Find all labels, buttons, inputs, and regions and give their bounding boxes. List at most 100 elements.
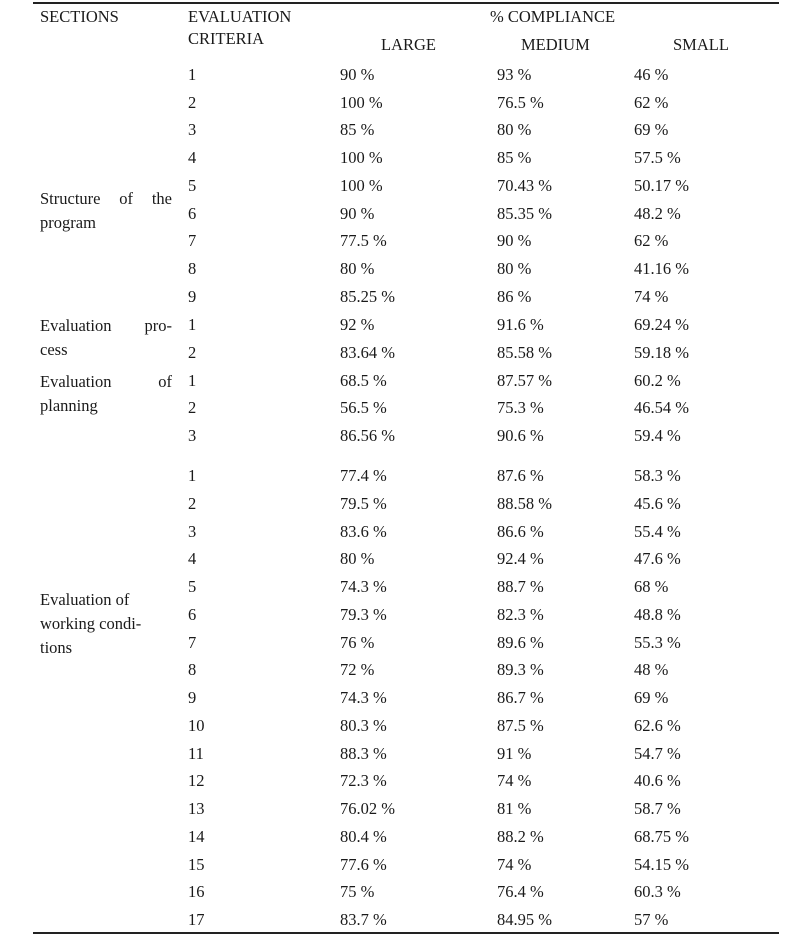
- table-row: 4 80 % 92.4 % 47.6 %: [0, 548, 811, 572]
- large-cell: 72 %: [340, 660, 375, 680]
- table-row: 7 77.5 % 90 % 62 %: [0, 230, 811, 254]
- medium-cell: 91.6 %: [497, 315, 544, 334]
- table-row: 5 74.3 % 88.7 % 68 %: [0, 576, 811, 600]
- bottom-rule: [33, 932, 779, 934]
- small-cell: 69.24 %: [634, 315, 689, 334]
- criteria-cell: 13: [188, 799, 205, 818]
- criteria-cell: 15: [188, 854, 205, 874]
- small-cell: 59.4 %: [634, 426, 681, 445]
- table-row: 3 85 % 80 % 69 %: [0, 119, 811, 143]
- medium-cell: 84.95 %: [497, 910, 552, 929]
- medium-cell: 87.57 %: [497, 371, 552, 390]
- medium-cell: 70.43 %: [497, 175, 552, 195]
- criteria-cell: 5: [188, 175, 197, 195]
- small-cell: 74 %: [634, 286, 669, 306]
- medium-cell: 90.6 %: [497, 426, 544, 445]
- table-row: 14 80.4 % 88.2 % 68.75 %: [0, 826, 811, 850]
- criteria-cell: 6: [188, 203, 197, 223]
- medium-cell: 80 %: [497, 258, 532, 278]
- section-label-line: Structure of the: [40, 189, 172, 208]
- medium-cell: 85.58 %: [497, 343, 552, 362]
- criteria-cell: 2: [188, 493, 197, 513]
- small-cell: 62 %: [634, 231, 669, 251]
- large-cell: 74.3 %: [340, 688, 387, 707]
- table-row: 3 86.56 % 90.6 % 59.4 %: [0, 425, 811, 449]
- table-row: 6 90 % 85.35 % 48.2 %: [0, 203, 811, 227]
- header-criteria-line2: CRITERIA: [188, 29, 265, 48]
- large-cell: 79.3 %: [340, 604, 387, 624]
- small-cell: 62.6 %: [634, 715, 681, 735]
- large-cell: 92 %: [340, 315, 375, 334]
- criteria-cell: 12: [188, 771, 205, 791]
- table-row: 1 77.4 % 87.6 % 58.3 %: [0, 465, 811, 489]
- large-cell: 88.3 %: [340, 743, 387, 763]
- section-label-line: Evaluation pro-: [40, 316, 172, 335]
- criteria-cell: 5: [188, 577, 197, 596]
- small-cell: 48.8 %: [634, 604, 681, 624]
- medium-cell: 90 %: [497, 231, 532, 251]
- large-cell: 100 %: [340, 175, 383, 195]
- medium-cell: 86 %: [497, 286, 532, 306]
- table-row: 10 80.3 % 87.5 % 62.6 %: [0, 715, 811, 739]
- table-row: 3 83.6 % 86.6 % 55.4 %: [0, 521, 811, 545]
- small-cell: 62 %: [634, 92, 669, 112]
- medium-cell: 92.4 %: [497, 549, 544, 569]
- criteria-cell: 3: [188, 521, 197, 541]
- large-cell: 77.4 %: [340, 466, 387, 485]
- medium-cell: 85 %: [497, 148, 532, 168]
- criteria-cell: 1: [188, 315, 197, 334]
- large-cell: 76 %: [340, 632, 375, 652]
- large-cell: 85.25 %: [340, 286, 395, 306]
- medium-cell: 88.7 %: [497, 577, 544, 596]
- section-structure-of-program: Structure of the program: [40, 187, 172, 235]
- medium-cell: 86.7 %: [497, 688, 544, 707]
- medium-cell: 80 %: [497, 120, 532, 140]
- medium-cell: 82.3 %: [497, 604, 544, 624]
- medium-cell: 76.4 %: [497, 882, 544, 902]
- small-cell: 41.16 %: [634, 258, 689, 278]
- large-cell: 72.3 %: [340, 771, 387, 791]
- criteria-cell: 1: [188, 65, 197, 84]
- top-rule: [33, 2, 779, 4]
- table-row: 5 100 % 70.43 % 50.17 %: [0, 175, 811, 199]
- criteria-cell: 7: [188, 632, 197, 652]
- criteria-cell: 1: [188, 371, 197, 390]
- criteria-cell: 1: [188, 466, 197, 485]
- table-row: 2 79.5 % 88.58 % 45.6 %: [0, 493, 811, 517]
- section-label-line: Evaluation of: [40, 590, 130, 609]
- medium-cell: 85.35 %: [497, 203, 552, 223]
- table-row: 7 76 % 89.6 % 55.3 %: [0, 632, 811, 656]
- criteria-cell: 11: [188, 743, 204, 763]
- small-cell: 45.6 %: [634, 493, 681, 513]
- table-row: 11 88.3 % 91 % 54.7 %: [0, 743, 811, 767]
- section-label-line: program: [40, 213, 96, 232]
- large-cell: 75 %: [340, 882, 375, 902]
- table-row: 9 74.3 % 86.7 % 69 %: [0, 687, 811, 711]
- medium-cell: 87.5 %: [497, 715, 544, 735]
- criteria-cell: 8: [188, 660, 197, 680]
- medium-cell: 87.6 %: [497, 466, 544, 485]
- table-row: 2 56.5 % 75.3 % 46.54 %: [0, 397, 811, 421]
- large-cell: 77.5 %: [340, 231, 387, 251]
- criteria-cell: 6: [188, 604, 197, 624]
- small-cell: 55.4 %: [634, 521, 681, 541]
- large-cell: 83.64 %: [340, 343, 395, 362]
- small-cell: 48 %: [634, 660, 669, 680]
- criteria-cell: 2: [188, 343, 197, 362]
- small-cell: 54.15 %: [634, 854, 689, 874]
- large-cell: 90 %: [340, 65, 375, 84]
- small-cell: 57.5 %: [634, 148, 681, 168]
- section-label-line: working condi-: [40, 614, 142, 633]
- small-cell: 68.75 %: [634, 826, 689, 846]
- small-cell: 69 %: [634, 120, 669, 140]
- table-row: 16 75 % 76.4 % 60.3 %: [0, 881, 811, 905]
- large-cell: 83.7 %: [340, 910, 387, 929]
- large-cell: 77.6 %: [340, 854, 387, 874]
- table-row: 1 68.5 % 87.57 % 60.2 %: [0, 370, 811, 394]
- medium-cell: 88.58 %: [497, 493, 552, 513]
- small-cell: 46 %: [634, 65, 669, 84]
- small-cell: 60.2 %: [634, 371, 681, 390]
- large-cell: 86.56 %: [340, 426, 395, 445]
- section-label-line: planning: [40, 396, 98, 415]
- table-row: 9 85.25 % 86 % 74 %: [0, 286, 811, 310]
